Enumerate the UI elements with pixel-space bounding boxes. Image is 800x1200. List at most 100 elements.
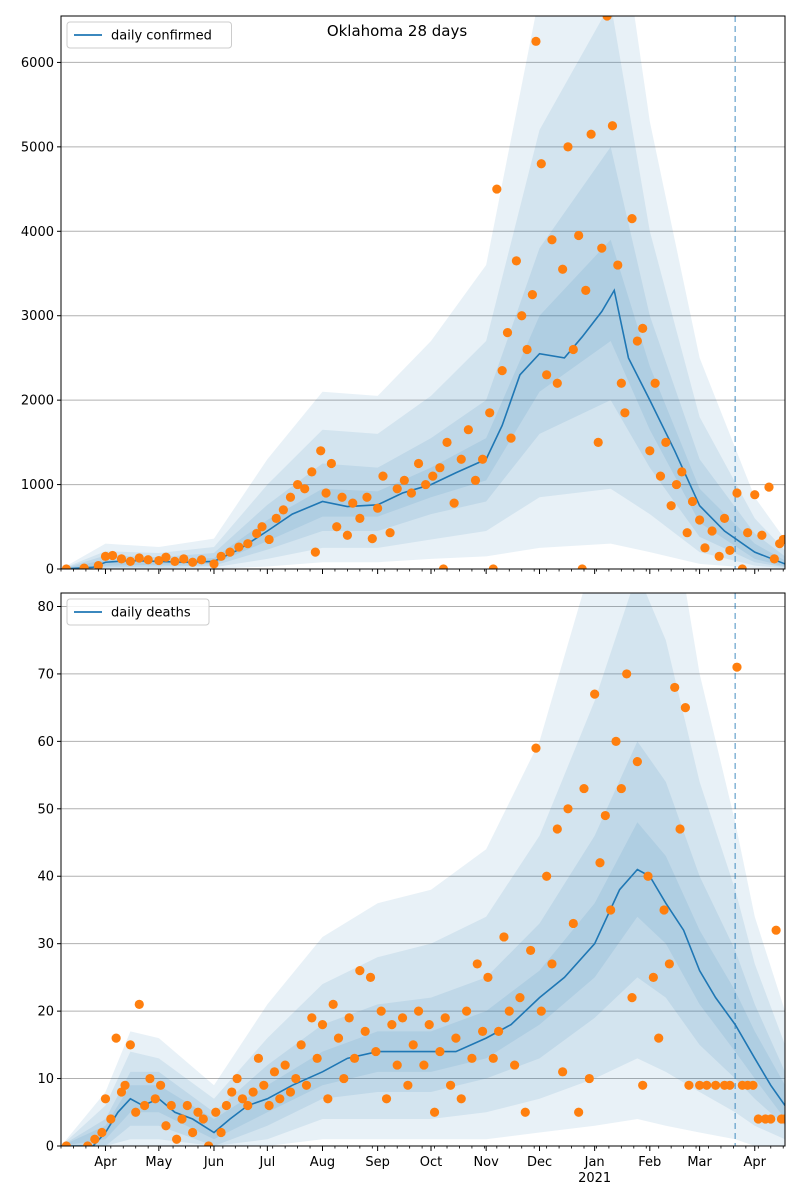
data-point (456, 1094, 466, 1104)
data-point (177, 1114, 187, 1124)
data-point (291, 1073, 301, 1084)
data-point (134, 553, 144, 563)
data-point (568, 344, 578, 355)
data-point (711, 1080, 721, 1090)
y-tick-label: 5000 (21, 140, 54, 155)
confidence-band (61, 146, 785, 569)
data-point (542, 370, 552, 380)
y-tick-label: 70 (37, 667, 54, 682)
data-point (680, 703, 690, 713)
data-point (558, 264, 568, 274)
data-point (750, 490, 760, 500)
data-point (373, 503, 383, 513)
data-point (695, 515, 705, 525)
x-tick-label: Apr (94, 1155, 117, 1170)
data-point (456, 454, 466, 464)
data-point (488, 564, 498, 569)
data-point (237, 1094, 248, 1104)
data-point (584, 1073, 594, 1084)
data-point (467, 1053, 477, 1063)
data-point (472, 959, 482, 969)
data-point (677, 467, 687, 477)
x-tick-label: Jan (584, 1155, 605, 1170)
y-tick-label: 20 (37, 1005, 54, 1020)
data-point (632, 756, 642, 767)
x-tick-label: Dec (527, 1155, 552, 1170)
data-point (332, 522, 342, 532)
data-point (552, 378, 562, 388)
x-tick-label: Jul (259, 1155, 276, 1170)
deaths-panel: 0 10 20 30 40 50 60 70 80 daily deaths (37, 592, 786, 1155)
data-point (438, 564, 449, 569)
data-point (666, 501, 676, 511)
data-point (753, 1114, 763, 1124)
data-point (243, 539, 253, 549)
data-point (257, 522, 267, 532)
data-point (419, 1060, 429, 1070)
data-point (442, 437, 452, 447)
data-point (264, 1100, 274, 1111)
data-point (743, 528, 753, 538)
data-point (376, 1006, 386, 1016)
data-point (435, 463, 445, 473)
data-point (150, 1094, 160, 1104)
data-point (766, 1114, 776, 1124)
data-point (616, 783, 626, 794)
y-tick-label: 80 (37, 600, 54, 615)
data-point (307, 1013, 317, 1023)
data-point (143, 555, 153, 565)
data-point (577, 564, 587, 569)
data-point (198, 1114, 208, 1124)
data-point (182, 1100, 192, 1111)
data-point (333, 1033, 344, 1043)
legend-label: daily confirmed (111, 29, 212, 44)
data-point (234, 542, 244, 552)
data-point (316, 446, 326, 456)
data-point (574, 1107, 584, 1117)
data-point (170, 556, 180, 567)
data-point (111, 1033, 121, 1043)
data-point (616, 378, 626, 388)
data-point (531, 36, 541, 46)
data-point (61, 1141, 71, 1146)
data-point (526, 945, 536, 956)
confidence-band (61, 593, 785, 1146)
data-point (764, 482, 774, 492)
plot-area (61, 16, 785, 569)
data-point (517, 311, 527, 321)
data-point (116, 554, 127, 564)
data-point (445, 1080, 456, 1090)
data-point (586, 129, 596, 139)
data-point (597, 243, 607, 253)
data-point (275, 1094, 285, 1104)
data-point (107, 550, 118, 561)
x-tick-label: Mar (687, 1155, 712, 1170)
confidence-band (61, 822, 785, 1146)
data-point (161, 552, 171, 562)
confirmed-panel: 0 1000 2000 3000 4000 5000 6000 daily confirmed (21, 15, 786, 578)
data-point (326, 458, 336, 469)
data-point (558, 1067, 568, 1077)
data-point (719, 513, 730, 523)
x-tick-label: Jun (203, 1155, 224, 1170)
data-point (93, 561, 103, 569)
data-point (725, 1080, 735, 1090)
confidence-band (61, 593, 785, 1146)
data-point (339, 1073, 349, 1084)
data-point (527, 290, 538, 300)
data-point (271, 513, 281, 523)
data-point (392, 1060, 402, 1070)
data-point (622, 669, 632, 679)
data-point (371, 1046, 381, 1057)
data-point (643, 871, 653, 881)
data-point (547, 235, 557, 245)
data-point (307, 467, 317, 477)
data-point (387, 1020, 397, 1030)
y-tick-label: 0 (46, 563, 54, 578)
data-point (232, 1073, 242, 1084)
data-point (536, 1006, 546, 1016)
data-point (664, 959, 674, 969)
legend-box (66, 598, 210, 626)
x-tick-label: Sep (365, 1155, 390, 1170)
data-point (659, 905, 669, 915)
